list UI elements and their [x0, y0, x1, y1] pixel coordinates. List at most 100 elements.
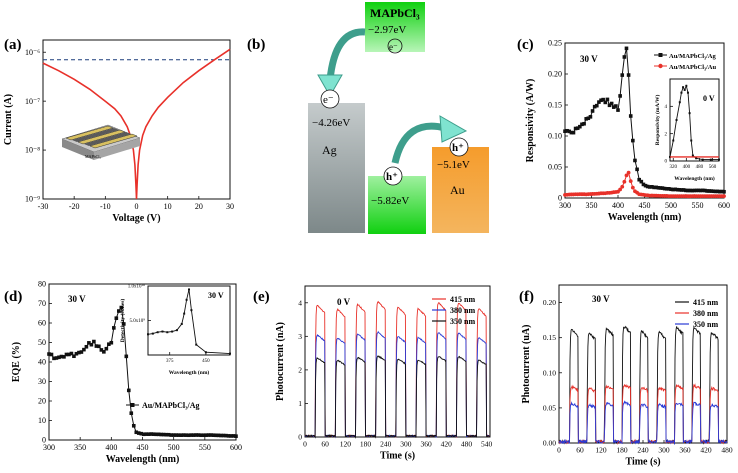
data-point [624, 173, 629, 178]
plots-layer: (a) (b) (c)(d) (e) (f)-30 -20 -10 0 10 20 3010⁻⁹10… [3, 37, 733, 468]
x-axis-label: Time (s) [625, 457, 660, 468]
y-tick-label: 10 [38, 416, 46, 425]
data-point [69, 351, 74, 356]
y-tick-label: 60 [38, 319, 46, 328]
data-point [191, 433, 196, 437]
x-tick-label: 400 [612, 201, 624, 210]
data-point [690, 188, 694, 193]
x-tick-label: 600 [718, 201, 730, 210]
plot-frame [304, 285, 491, 438]
y-tick-label: 10⁻⁹ [25, 195, 40, 204]
inset-data-point [156, 331, 159, 334]
legend-marker [658, 53, 663, 57]
x-tick-label: 120 [340, 440, 352, 449]
inset-data-point [204, 351, 207, 354]
inset-data-point [175, 329, 178, 332]
inset-data-point [686, 91, 689, 94]
data-point [684, 188, 688, 193]
data-point [569, 130, 574, 135]
data-point [194, 433, 198, 437]
data-point [622, 179, 627, 184]
y-tick-label: 4 [665, 105, 668, 110]
x-tick-label: 20 [195, 202, 203, 211]
data-point [117, 309, 121, 313]
y-tick-label: 20 [38, 397, 46, 406]
chart-e: 0 60 120 180 240 300 360 420 480 540 0 1 2 3 4 Time (s)… [275, 285, 493, 462]
y-axis-label: Current (A) [3, 94, 14, 145]
data-point [139, 431, 144, 436]
inset-data-point [683, 88, 686, 91]
data-point [82, 347, 86, 352]
y-axis-label: Responsivity (mA/W) [654, 95, 661, 146]
data-point [611, 105, 616, 109]
data-point [667, 187, 671, 191]
electron-top-label: e⁻ [389, 42, 398, 52]
data-point [586, 116, 591, 121]
y-tick-label: 0 [298, 433, 302, 442]
x-axis-label: Time (s) [380, 451, 415, 462]
x-tick-label: 120 [595, 446, 607, 455]
device-label: MAPbCl₃ [85, 154, 101, 159]
hole-transfer-arrow [391, 122, 446, 164]
y-tick-label: 10⁻⁸ [25, 146, 40, 155]
data-point [669, 187, 673, 192]
inset-data-point [682, 86, 685, 89]
data-point [209, 433, 213, 437]
data-point [688, 188, 692, 193]
legend-entry: 415 nm [693, 298, 718, 307]
x-tick-label: 350 [586, 201, 598, 210]
y-tick-label: 1.0x10¹⁰ [128, 284, 145, 290]
data-point [578, 124, 582, 129]
legend-entry: 380 nm [693, 309, 718, 318]
data-point [601, 97, 605, 102]
data-point [658, 186, 663, 190]
data-point [701, 188, 705, 193]
data-point [675, 187, 680, 192]
data-point [628, 179, 633, 183]
data-point [92, 339, 96, 344]
inset-data-point [675, 119, 678, 121]
data-point [618, 187, 623, 192]
data-point [176, 433, 181, 437]
data-point [134, 430, 139, 435]
data-point [87, 341, 91, 345]
x-tick-label: 500 [665, 201, 677, 210]
data-point [599, 98, 603, 103]
data-point [592, 104, 597, 109]
data-point [582, 121, 586, 126]
data-point [54, 356, 59, 360]
data-point [206, 433, 211, 437]
annotation: 0 V [337, 297, 351, 307]
annotation: 30 V [68, 294, 86, 304]
panel-label: (a) [4, 37, 22, 53]
x-tick-label: 360 [679, 446, 691, 455]
device-electrode-1 [65, 125, 114, 141]
inset-data-point [709, 158, 712, 161]
y-tick-label: 0.10 [543, 368, 556, 377]
panel-label: (c) [517, 37, 534, 53]
panel-label: (d) [4, 289, 22, 305]
x-tick-label: 480 [461, 440, 473, 449]
x-tick-label: 360 [420, 440, 432, 449]
hole-arrow-head-icon [439, 115, 468, 143]
data-point [214, 433, 218, 438]
data-point [717, 189, 722, 194]
data-point [204, 433, 208, 437]
x-tick-label: 10 [164, 202, 172, 211]
y-tick-label: 0.15 [548, 101, 562, 110]
inset-background [670, 79, 719, 161]
electron-ag-label: e⁻ [323, 94, 334, 106]
x-tick-label: 350 [74, 443, 86, 452]
au-label: Au [450, 183, 465, 197]
inset-data-point [195, 343, 198, 346]
data-point [102, 350, 106, 354]
data-point [141, 432, 146, 437]
data-point [686, 188, 690, 193]
inset-data-point [691, 154, 694, 157]
y-tick-label: 0.25 [548, 39, 562, 48]
data-point [573, 126, 578, 131]
x-tick-label: 300 [400, 440, 412, 449]
data-point [166, 432, 171, 437]
data-point [622, 55, 627, 59]
